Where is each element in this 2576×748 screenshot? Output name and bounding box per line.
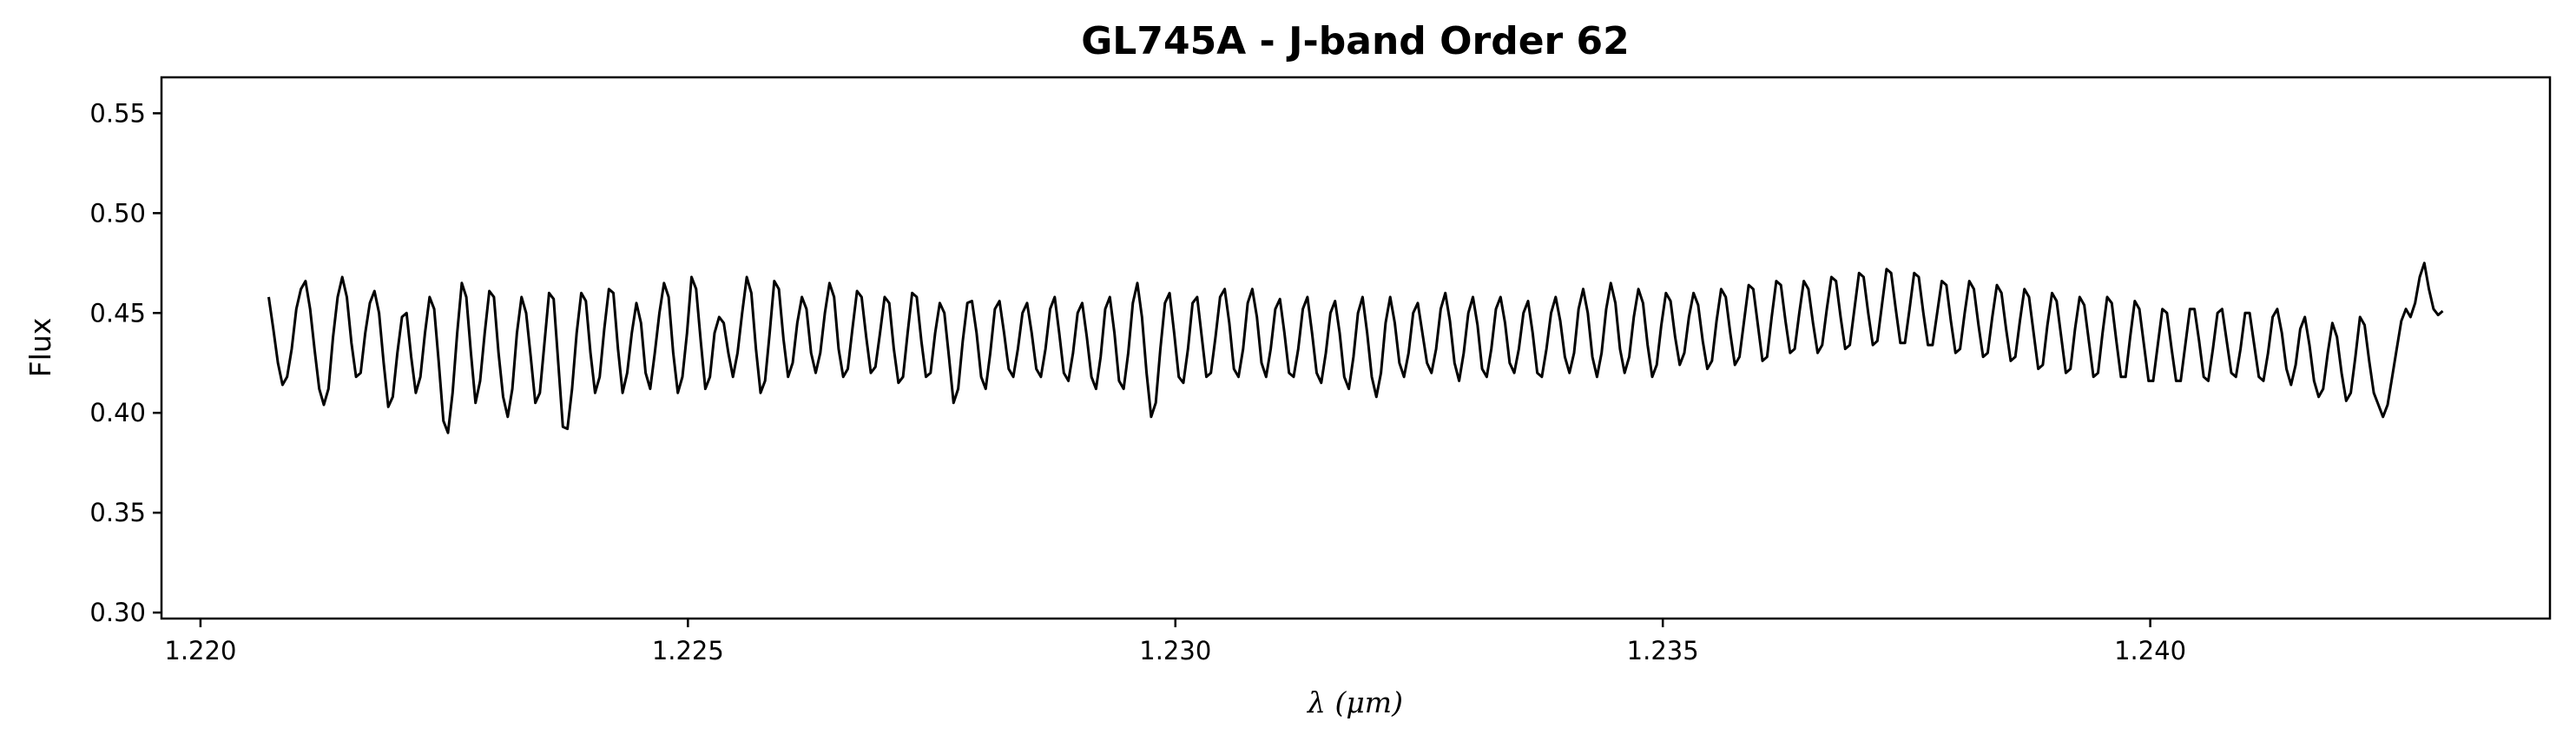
x-tick-label: 1.230 — [1139, 636, 1211, 665]
chart-title: GL745A - J-band Order 62 — [1081, 19, 1630, 63]
x-axis-ticks: 1.220 1.225 1.230 1.235 1.240 — [164, 619, 2186, 665]
y-tick-label: 0.40 — [89, 398, 146, 427]
x-tick-label: 1.235 — [1627, 636, 1699, 665]
y-axis-label: Flux — [23, 318, 57, 378]
x-axis-label: λ (μm) — [1306, 685, 1403, 719]
y-tick-label: 0.50 — [89, 198, 146, 228]
y-tick-label: 0.30 — [89, 598, 146, 627]
plot-frame — [160, 76, 2552, 620]
series-line-flux — [267, 261, 2444, 434]
x-tick-label: 1.225 — [652, 636, 724, 665]
y-axis-ticks: 0.30 0.35 0.40 0.45 0.50 0.55 — [89, 98, 161, 627]
y-tick-label: 0.35 — [89, 498, 146, 527]
y-tick-label: 0.45 — [89, 298, 146, 328]
x-tick-label: 1.240 — [2114, 636, 2186, 665]
y-tick-label: 0.55 — [89, 98, 146, 128]
x-tick-label: 1.220 — [164, 636, 236, 665]
